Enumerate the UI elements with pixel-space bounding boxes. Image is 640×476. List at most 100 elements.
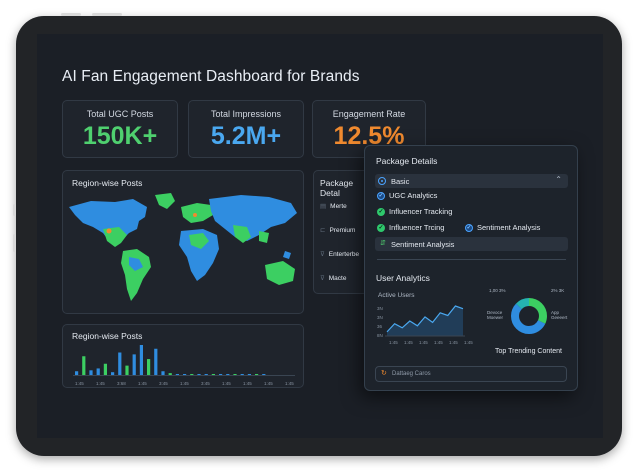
refresh-icon: ↻	[381, 370, 387, 377]
trending-search-input[interactable]: ↻ Dattaeg Caros	[375, 366, 567, 382]
line-y-tick: 8N	[377, 333, 383, 338]
active-users-chart: 1:45 1:45 1:45 1:45 1:45 1:45 3N 3N 36 8N 1,00 3% 2…	[377, 288, 568, 345]
package-detail-panel: Package Detal ▤ Merte ⊏ Premium ⊽ Enterterb…	[313, 170, 373, 294]
bar[interactable]	[154, 348, 158, 375]
bar[interactable]	[139, 345, 143, 375]
bar[interactable]	[103, 363, 107, 375]
package-item[interactable]: ⊏ Premium	[320, 226, 356, 235]
bar-x-tick: 3:68	[117, 381, 126, 386]
line-x-tick: 1:45	[389, 340, 398, 345]
bar[interactable]	[75, 371, 79, 375]
package-option-highlight[interactable]: ⇵ Sentiment Analysis	[375, 237, 568, 251]
dashboard-screen: AI Fan Engagement Dashboard for Brands T…	[37, 34, 603, 438]
package-item[interactable]: ▤ Merte	[320, 202, 347, 211]
line-series	[386, 305, 464, 333]
bar[interactable]	[161, 371, 165, 375]
bar[interactable]	[175, 374, 179, 375]
item-icon: ⊏	[320, 227, 326, 234]
package-option[interactable]: ✓ Influencer Tracking	[377, 207, 453, 216]
user-analytics-title: User Analytics	[376, 273, 430, 283]
bar[interactable]	[211, 374, 215, 375]
bar-x-tick: 3:45	[201, 381, 210, 386]
divider	[377, 259, 566, 260]
stat-value: 5.2M+	[210, 122, 282, 150]
check-circle-icon: ✓	[377, 223, 385, 232]
bar[interactable]	[168, 373, 172, 375]
bar[interactable]	[82, 356, 86, 375]
bar[interactable]	[197, 374, 201, 375]
sentiment-icon: ⇵	[380, 240, 386, 247]
radio-icon	[378, 177, 386, 185]
bar[interactable]	[247, 374, 251, 375]
package-option[interactable]: ✓ UGC Analytics	[377, 191, 438, 200]
tablet-button-top	[92, 13, 122, 16]
package-option-label: Sentiment Analysis	[391, 240, 455, 249]
stat-accent	[188, 100, 244, 102]
bar-chart-panel: Region-wise Posts 1:45 1:45 3:68 1:45 3:45 1:…	[62, 324, 304, 388]
package-item[interactable]: ⊽ Enterterbe	[320, 250, 360, 259]
bar[interactable]	[183, 374, 187, 375]
bar-x-tick: 1:45	[222, 381, 231, 386]
bar-x-tick: 1:45	[75, 381, 84, 386]
stat-value: 150K+	[82, 122, 158, 150]
line-x-tick: 1:45	[419, 340, 428, 345]
donut-label: Devoce	[487, 310, 503, 315]
stat-card-ugc-posts[interactable]: Total UGC Posts 150K+	[62, 100, 178, 158]
active-users-label: Active Users	[378, 292, 415, 299]
bar[interactable]	[204, 374, 208, 375]
stat-accent	[62, 100, 118, 102]
donut-slice[interactable]	[511, 298, 547, 334]
bar[interactable]	[219, 374, 223, 375]
donut-slice[interactable]	[511, 298, 547, 334]
chevron-up-icon[interactable]: ⌃	[555, 175, 562, 184]
bar[interactable]	[89, 370, 93, 375]
check-circle-icon: ✓	[377, 207, 385, 216]
line-y-tick: 3N	[377, 315, 383, 320]
bar-x-tick: 1:45	[96, 381, 105, 386]
trending-title: Top Trending Content	[495, 348, 562, 355]
map-panel-title: Region-wise Posts	[72, 178, 143, 188]
tablet-button-top	[61, 13, 81, 16]
donut-label: Moewer	[487, 315, 504, 320]
package-item[interactable]: ⊽ Macte	[320, 274, 347, 283]
stat-card-impressions[interactable]: Total Impressions 5.2M+	[188, 100, 304, 158]
check-circle-icon: ✓	[465, 223, 473, 232]
map-panel: Region-wise Posts	[62, 170, 304, 314]
package-select[interactable]: Basic ⌃	[375, 174, 568, 188]
bar-x-tick: 1:45	[180, 381, 189, 386]
donut-label: 1,00 3%	[489, 288, 506, 293]
line-x-tick: 1:45	[449, 340, 458, 345]
package-details-title: Package Details	[376, 156, 438, 166]
package-option[interactable]: ✓ Influencer Trcing	[377, 223, 445, 232]
bar[interactable]	[262, 374, 266, 375]
bar[interactable]	[111, 372, 115, 375]
stat-label: Total Impressions	[210, 109, 282, 119]
bar[interactable]	[132, 354, 136, 375]
package-details-overlay: Package Details Basic ⌃ ✓ UGC Analytics ✓…	[364, 145, 578, 391]
bar[interactable]	[240, 374, 244, 375]
line-y-tick: 36	[377, 324, 383, 329]
item-icon: ▤	[320, 203, 327, 210]
bar[interactable]	[233, 374, 237, 375]
donut-label: 2% 3K	[551, 288, 564, 293]
bar-chart-title: Region-wise Posts	[72, 331, 143, 341]
bar[interactable]	[255, 374, 259, 375]
trending-search-placeholder: Dattaeg Caros	[392, 371, 431, 377]
bar[interactable]	[96, 368, 100, 375]
line-x-tick: 1:45	[464, 340, 473, 345]
bar[interactable]	[118, 352, 122, 376]
package-select-value: Basic	[391, 177, 410, 186]
bar[interactable]	[226, 374, 230, 375]
bar[interactable]	[147, 359, 151, 375]
bar-chart: 1:45 1:45 3:68 1:45 3:45 1:45 3:45 1:45 1:45 1:45…	[73, 345, 295, 386]
stat-label: Engagement Rate	[332, 109, 406, 119]
bar-x-tick: 1:45	[285, 381, 294, 386]
bar[interactable]	[125, 365, 129, 375]
donut-label: App	[551, 310, 560, 315]
package-option[interactable]: ✓ Sentiment Analysis	[465, 223, 541, 232]
line-x-tick: 1:45	[404, 340, 413, 345]
bar[interactable]	[190, 374, 194, 375]
line-x-tick: 1:45	[434, 340, 443, 345]
bar-x-tick: 1:45	[138, 381, 147, 386]
check-circle-icon: ✓	[377, 191, 385, 200]
